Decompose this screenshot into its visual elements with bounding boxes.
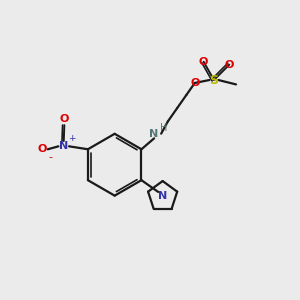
Text: O: O — [190, 78, 200, 88]
Text: H: H — [160, 123, 168, 133]
Text: N: N — [59, 141, 68, 151]
Text: O: O — [225, 60, 234, 70]
Text: O: O — [38, 144, 47, 154]
Text: S: S — [209, 74, 218, 86]
Text: N: N — [148, 129, 158, 139]
Text: O: O — [199, 57, 208, 67]
Text: +: + — [68, 134, 76, 142]
Text: N: N — [158, 191, 167, 201]
Text: -: - — [49, 152, 53, 163]
Text: O: O — [60, 114, 69, 124]
